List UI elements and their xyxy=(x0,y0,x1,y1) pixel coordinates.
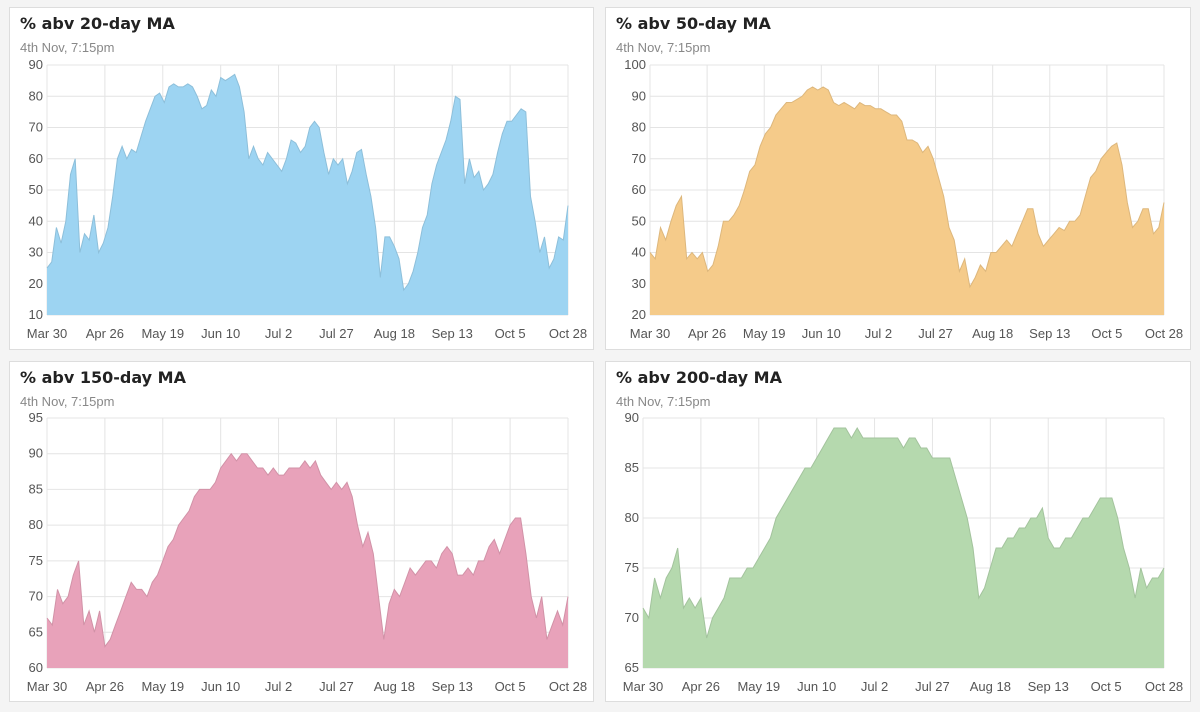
y-tick-label: 70 xyxy=(29,589,43,604)
y-tick-label: 80 xyxy=(29,517,43,532)
x-tick-label: May 19 xyxy=(737,679,780,694)
chart-title: % abv 200-day MA xyxy=(616,368,782,387)
y-tick-label: 65 xyxy=(625,660,639,675)
series-line xyxy=(642,427,1165,639)
y-tick-label: 70 xyxy=(632,151,646,166)
chart-plot: 20 30 40 50 60 70 80 90 100 Mar 30 Apr 26 May 19 Jun… xyxy=(624,57,1183,341)
x-tick-label: Jul 2 xyxy=(265,326,292,341)
x-tick-label: Mar 30 xyxy=(27,679,67,694)
x-tick-label: Apr 26 xyxy=(682,679,720,694)
y-tick-label: 40 xyxy=(29,213,43,228)
x-tick-label: Mar 30 xyxy=(623,679,663,694)
x-tick-label: Oct 5 xyxy=(495,679,526,694)
x-tick-label: Apr 26 xyxy=(86,679,124,694)
series-line xyxy=(46,73,569,292)
chart-plot: 10 20 30 40 50 60 70 80 90 Mar 30 Apr 26 May 19 Jun … xyxy=(27,57,587,341)
chart-subtitle: 4th Nov, 7:15pm xyxy=(616,40,711,55)
chart-plot: 60 65 70 75 80 85 90 95 Mar 30 Apr 26 May 19 Jun 10… xyxy=(27,410,587,694)
series-line xyxy=(649,86,1165,289)
y-tick-label: 60 xyxy=(29,151,43,166)
x-tick-label: Aug 18 xyxy=(374,679,415,694)
x-tick-label: May 19 xyxy=(141,679,184,694)
x-tick-label: Aug 18 xyxy=(972,326,1013,341)
y-tick-label: 95 xyxy=(29,410,43,425)
series-area xyxy=(47,74,568,316)
x-tick-label: Jul 27 xyxy=(319,326,354,341)
y-tick-label: 85 xyxy=(625,460,639,475)
chart-title: % abv 150-day MA xyxy=(20,368,186,387)
y-tick-label: 90 xyxy=(625,410,639,425)
y-tick-label: 85 xyxy=(29,481,43,496)
y-tick-label: 20 xyxy=(632,307,646,322)
x-tick-label: Jul 2 xyxy=(265,679,292,694)
x-tick-label: Sep 13 xyxy=(432,326,473,341)
x-tick-label: Oct 5 xyxy=(1091,679,1122,694)
y-tick-label: 80 xyxy=(625,510,639,525)
x-tick-label: Oct 28 xyxy=(549,326,587,341)
chart-title: % abv 20-day MA xyxy=(20,14,175,33)
chart-card-4: % abv 200-day MA 4th Nov, 7:15pm 65 70 75 8… xyxy=(605,361,1191,702)
x-tick-label: Jun 10 xyxy=(802,326,841,341)
chart-subtitle: 4th Nov, 7:15pm xyxy=(20,40,115,55)
series-area xyxy=(47,453,568,668)
y-tick-label: 80 xyxy=(29,88,43,103)
x-tick-label: Jul 2 xyxy=(861,679,888,694)
x-tick-label: Mar 30 xyxy=(27,326,67,341)
x-tick-label: Jun 10 xyxy=(201,679,240,694)
x-tick-label: Aug 18 xyxy=(374,326,415,341)
x-tick-label: Jul 27 xyxy=(918,326,953,341)
y-tick-label: 10 xyxy=(29,307,43,322)
x-tick-label: Jul 27 xyxy=(319,679,354,694)
x-tick-label: Sep 13 xyxy=(1029,326,1070,341)
y-tick-label: 40 xyxy=(632,245,646,260)
series-area xyxy=(643,428,1164,668)
y-tick-label: 50 xyxy=(632,213,646,228)
chart-card-3: % abv 150-day MA 4th Nov, 7:15pm 60 65 70 7… xyxy=(9,361,594,702)
y-tick-label: 60 xyxy=(632,182,646,197)
x-tick-label: Jun 10 xyxy=(797,679,836,694)
x-tick-label: Sep 13 xyxy=(1028,679,1069,694)
x-tick-label: Sep 13 xyxy=(432,679,473,694)
x-tick-label: Mar 30 xyxy=(630,326,670,341)
chart-card-2: % abv 50-day MA 4th Nov, 7:15pm 20 30 40 50… xyxy=(605,7,1191,350)
x-tick-label: May 19 xyxy=(743,326,786,341)
chart-subtitle: 4th Nov, 7:15pm xyxy=(20,394,115,409)
chart-title: % abv 50-day MA xyxy=(616,14,771,33)
x-tick-label: Jul 27 xyxy=(915,679,950,694)
y-tick-label: 90 xyxy=(29,446,43,461)
x-tick-label: Oct 28 xyxy=(549,679,587,694)
chart-plot: 65 70 75 80 85 90 Mar 30 Apr 26 May 19 Jun 10 Jul … xyxy=(623,410,1183,694)
y-tick-label: 100 xyxy=(624,57,646,72)
chart-subtitle: 4th Nov, 7:15pm xyxy=(616,394,711,409)
x-tick-label: Oct 28 xyxy=(1145,326,1183,341)
x-tick-label: Aug 18 xyxy=(970,679,1011,694)
y-tick-label: 30 xyxy=(632,276,646,291)
y-tick-label: 65 xyxy=(29,624,43,639)
x-tick-label: Apr 26 xyxy=(86,326,124,341)
x-tick-label: Oct 5 xyxy=(495,326,526,341)
y-tick-label: 80 xyxy=(632,120,646,135)
x-tick-label: Oct 5 xyxy=(1091,326,1122,341)
series-area xyxy=(650,86,1164,316)
y-tick-label: 70 xyxy=(625,610,639,625)
y-tick-label: 90 xyxy=(632,88,646,103)
chart-card-1: % abv 20-day MA 4th Nov, 7:15pm 10 20 30 40… xyxy=(9,7,594,350)
y-tick-label: 30 xyxy=(29,245,43,260)
y-tick-label: 75 xyxy=(625,560,639,575)
y-tick-label: 20 xyxy=(29,276,43,291)
x-tick-label: May 19 xyxy=(141,326,184,341)
y-tick-label: 75 xyxy=(29,553,43,568)
x-tick-label: Jul 2 xyxy=(865,326,892,341)
x-tick-label: Jun 10 xyxy=(201,326,240,341)
y-tick-label: 70 xyxy=(29,120,43,135)
x-tick-label: Apr 26 xyxy=(688,326,726,341)
x-tick-label: Oct 28 xyxy=(1145,679,1183,694)
y-tick-label: 60 xyxy=(29,660,43,675)
y-tick-label: 50 xyxy=(29,182,43,197)
y-tick-label: 90 xyxy=(29,57,43,72)
series-line xyxy=(46,452,569,648)
